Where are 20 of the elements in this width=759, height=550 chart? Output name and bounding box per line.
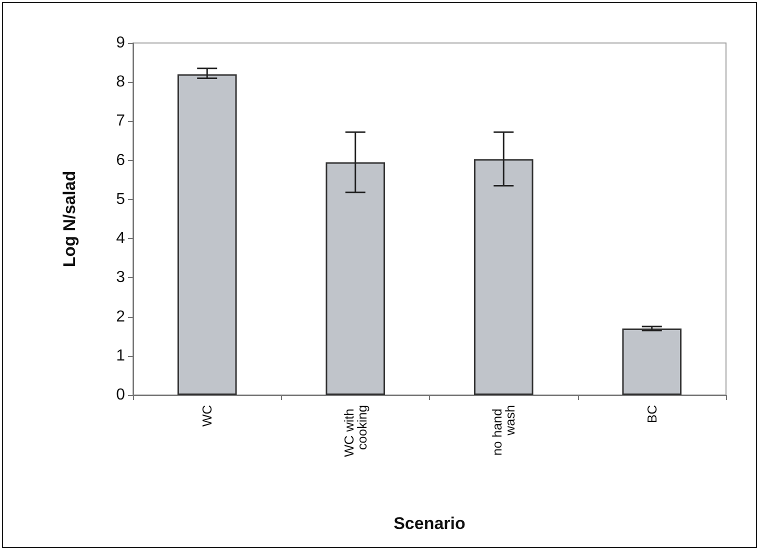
x-tick-label: BC xyxy=(644,405,660,424)
x-tick-label: WC with cooking xyxy=(341,405,370,457)
y-tick-label: 3 xyxy=(116,269,126,286)
bar xyxy=(177,74,237,395)
y-tick-label: 6 xyxy=(116,152,126,169)
y-tick-label: 8 xyxy=(116,74,126,91)
y-tick-label: 2 xyxy=(116,308,126,326)
x-axis-title: Scenario xyxy=(394,514,466,533)
y-axis-title: Log N/salad xyxy=(60,170,79,268)
bar xyxy=(474,159,534,395)
x-tick-label: WC xyxy=(200,405,215,427)
y-tick-label: 5 xyxy=(116,190,126,208)
x-tick-label: no hand wash xyxy=(490,405,518,456)
y-tick-label: 1 xyxy=(116,347,126,364)
bar xyxy=(622,328,682,395)
y-tick-label: 0 xyxy=(116,386,126,404)
y-tick-label: 4 xyxy=(116,230,126,248)
bar xyxy=(326,162,386,395)
y-tick-label: 7 xyxy=(116,112,126,130)
y-tick-label: 9 xyxy=(116,34,126,52)
